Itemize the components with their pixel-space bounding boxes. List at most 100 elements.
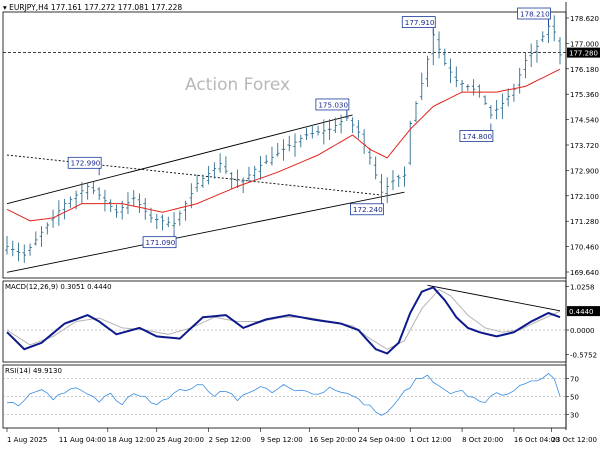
ohlc-bar [252,165,257,183]
ohlc-bar [391,170,395,191]
time-tick-label: 23 Oct 12:00 [551,436,597,444]
ohlc-bar [28,243,32,256]
ohlc-bar [368,147,372,165]
rsi-tick-label: 70 [570,376,579,384]
ohlc-bar [512,83,516,102]
price-annotation[interactable]: 175.030 [315,98,350,117]
ohlc-bar [419,72,424,101]
annotation-box [67,156,102,169]
ohlc-bar [154,214,159,229]
ohlc-bar [466,84,470,91]
ohlc-bar [454,66,459,88]
price-tick-label: 170.460 [570,244,599,252]
price-tick-label: 178.620 [570,15,599,23]
trendline-2 [6,154,382,196]
ohlc-bar [166,216,171,228]
macd-title: MACD(12,26,9) 0.3051 0.4440 [5,283,112,291]
ohlc-bar [22,244,27,263]
macd-tick-label: -0.5752 [570,352,597,360]
price-tick-label: 169.640 [570,269,599,277]
current-price-box [567,47,600,58]
annotation-box [142,236,177,249]
price-annotation[interactable]: 172.240 [350,196,384,216]
price-annotation[interactable]: 178.210 [517,7,551,27]
ohlc-bar [183,200,188,221]
price-tick-label: 173.720 [570,142,599,150]
rsi-tick-label: 30 [570,412,579,420]
symbol-ohlc-header: ▾ EURJPY,H4 177.161 177.272 177.081 177.… [3,3,182,12]
price-tick-label: 172.100 [570,193,599,201]
ohlc-bar [500,93,505,120]
price-tick-label: 171.280 [570,218,599,226]
ohlc-bar [80,182,84,204]
ohlc-bar [523,52,528,79]
ohlc-bar [5,235,9,255]
ohlc-bar [339,114,343,134]
ohlc-bar [316,125,320,136]
annotation-label: 171.090 [146,238,176,247]
ohlc-bar [425,55,430,88]
time-tick-label: 2 Sep 12:00 [209,436,251,444]
ohlc-bar [224,156,228,174]
ohlc-bar [489,105,493,119]
ohlc-bar [16,242,21,262]
ohlc-bar [189,183,194,209]
time-tick-label: 16 Sep 20:00 [309,436,356,444]
price-annotation[interactable]: 171.090 [142,229,177,249]
watermark-text: Action Forex [185,75,290,95]
annotation-label: 175.030 [318,100,348,109]
ohlc-bar [275,142,280,157]
ohlc-bar [477,84,482,98]
ohlc-bar [494,100,499,120]
trendline-1 [6,114,353,205]
time-tick-label: 25 Aug 20:00 [157,436,204,444]
price-tick-label: 174.540 [570,117,599,125]
time-tick-label: 8 Oct 20:00 [462,436,503,444]
annotation-box [401,16,436,28]
ohlc-bar [10,240,15,257]
ohlc-bar [310,124,315,139]
ohlc-bar [506,88,510,107]
ohlc-bar [373,156,378,180]
ohlc-bar [206,165,211,185]
price-annotation[interactable]: 172.990 [67,156,102,176]
ohlc-bar [298,134,303,148]
macd-main-line [6,286,561,355]
ohlc-bar [333,117,338,134]
price-tick-label: 172.900 [570,167,599,175]
ohlc-bar [241,177,245,194]
ohlc-bar [431,28,436,66]
ohlc-bar [437,31,441,59]
ohlc-bar [270,146,274,166]
ohlc-bar [258,156,263,180]
annotation-box [517,7,551,20]
ohlc-bar [287,135,292,152]
time-tick-label: 18 Aug 12:00 [108,436,155,444]
ohlc-bar [247,166,251,183]
ohlc-bar [97,187,101,201]
ohlc-bar [535,40,539,63]
ohlc-bar [362,129,366,154]
ohlc-bar [235,169,240,189]
ohlc-bar [552,15,557,42]
annotation-label: 172.240 [353,205,383,214]
time-tick-label: 16 Oct 04:00 [514,436,560,444]
annotation-label: 178.210 [520,9,550,18]
ohlc-bar [137,193,142,213]
ohlc-bar [229,172,234,190]
price-tick-label: 177.000 [570,40,599,48]
ohlc-bar [39,226,44,247]
ohlc-bar [408,120,413,166]
ohlc-bar [293,133,297,157]
price-annotation[interactable]: 177.910 [401,16,436,35]
price-tick-label: 175.360 [570,91,599,99]
rsi-title: RSI(14) 49.9130 [5,367,62,375]
price-annotation[interactable]: 174.800 [459,123,494,142]
annotation-label: 177.910 [405,18,435,27]
time-tick-label: 1 Oct 12:00 [410,436,451,444]
ohlc-bar [218,153,222,173]
ohlc-bar [414,101,418,122]
ohlc-bar [304,127,309,140]
